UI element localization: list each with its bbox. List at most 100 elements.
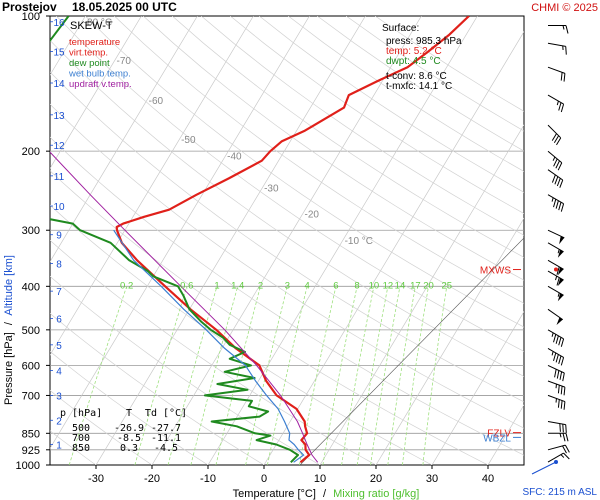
mixing-ratio-line: [402, 286, 429, 465]
dry-adiabat: [50, 312, 265, 465]
surface-wind-dot: [554, 460, 558, 464]
mixing-ratio-label: 1: [214, 281, 219, 292]
pressure-tick-label: 925: [22, 445, 40, 457]
mixing-ratio-line: [267, 286, 308, 465]
wind-barb: [547, 364, 565, 382]
altitude-tick-label: 5: [56, 341, 62, 352]
barb-shaft: [547, 242, 564, 253]
altitude-tick-label: 12: [53, 141, 65, 152]
barb-shaft: [547, 124, 562, 139]
pressure-tick-label: 600: [22, 360, 40, 372]
mixing-ratio-label: 14: [395, 281, 406, 292]
isotherm-label: -80 °C: [84, 18, 112, 29]
barb-full: [556, 137, 562, 146]
isotherm-label: -10 °C: [345, 236, 373, 247]
altitude-tick-label: 3: [56, 391, 62, 402]
level-marker-label: MXWS: [480, 266, 511, 277]
barb-pennant: [559, 236, 565, 245]
wind-barb: [547, 308, 564, 326]
dry-adiabat: [143, 16, 524, 281]
barb-half: [551, 197, 554, 202]
isotherm-label: -40: [227, 152, 242, 163]
barb-full: [558, 102, 562, 111]
barb-full: [555, 200, 559, 209]
surface-elevation: SFC: 215 m ASL: [523, 487, 598, 498]
pressure-tick-label: 300: [22, 225, 40, 237]
altitude-tick-label: 8: [56, 260, 62, 271]
pressure-tick-label: 500: [22, 325, 40, 337]
mixing-ratio-label: 17: [410, 281, 421, 292]
barb-shaft: [547, 229, 565, 239]
temperature-tick-label: -20: [144, 473, 160, 485]
isotherm-label: -20: [305, 209, 320, 220]
barb-full: [563, 387, 566, 396]
barb-full: [553, 135, 560, 144]
dry-adiabat: [50, 71, 524, 403]
altitude-tick-label: 4: [56, 367, 62, 378]
wind-barb: [547, 194, 565, 212]
barb-full: [559, 179, 564, 188]
barb-shaft: [547, 364, 565, 374]
pressure-tick-label: 200: [22, 146, 40, 158]
altitude-tick-label: 14: [53, 79, 65, 90]
chart-title: SKEW-T: [70, 20, 113, 32]
mixing-ratio-label: 10: [369, 281, 380, 292]
barb-full: [560, 72, 563, 81]
barb-full: [558, 355, 562, 364]
barb-full: [551, 174, 556, 183]
altitude-tick-label: 11: [54, 172, 65, 183]
wind-barb: [547, 329, 565, 347]
table-cell: -26.9: [114, 423, 144, 434]
barb-full: [554, 369, 557, 378]
isotherm-line: [95, 16, 366, 465]
altitude-tick-label: 10: [53, 202, 65, 213]
temperature-tick-label: -30: [88, 473, 104, 485]
table-cell: 850: [72, 443, 90, 454]
altitude-tick-label: 15: [53, 48, 65, 59]
levels-table: p [hPa] T Td [°C] 500 -26.9 -27.7 700 -8.5 -11.1…: [60, 408, 187, 454]
mixing-ratio-label: 0.2: [120, 281, 133, 292]
wind-barb: [547, 347, 565, 366]
dry-adiabat: [50, 170, 489, 465]
barb-half: [562, 45, 564, 51]
wind-barb: [547, 394, 566, 410]
y-axis-label-pressure: Pressure [hPa]: [3, 332, 15, 405]
barb-half: [555, 275, 558, 281]
isotherm-line: [319, 124, 524, 465]
altitude-tick-label: 1: [56, 440, 62, 451]
altitude-tick-label: 9: [56, 231, 62, 242]
temperature-tick-label: -10: [200, 473, 216, 485]
isotherm-line: [50, 16, 198, 263]
isotherm-label: -60: [149, 96, 164, 107]
barb-full: [557, 385, 560, 394]
barb-full: [563, 401, 566, 410]
barb-shaft: [547, 444, 566, 451]
barb-full: [560, 203, 565, 212]
legend-entry: updraft v.temp.: [69, 79, 132, 90]
dry-adiabat: [50, 350, 209, 465]
barb-shaft: [547, 42, 566, 47]
surface-wind-arrow: [531, 461, 557, 475]
isotherm-label: -30: [264, 184, 279, 195]
barb-full: [555, 354, 559, 363]
surface-line: t-conv: 8.6 °C: [386, 71, 447, 82]
temperature-tick-label: 0: [261, 473, 267, 485]
barb-full: [559, 423, 561, 432]
barb-full: [565, 46, 567, 55]
barb-half: [557, 249, 560, 254]
mixing-ratio-line: [167, 286, 218, 465]
dry-adiabat: [172, 16, 524, 258]
barb-full: [562, 445, 567, 454]
wind-barb: [547, 169, 564, 188]
mixing-ratio-label: 8: [354, 281, 359, 292]
surface-line: t-mxfc: 14.1 °C: [386, 81, 452, 92]
barb-half: [559, 433, 562, 438]
barb-full: [562, 372, 565, 382]
table-cell: -11.1: [151, 433, 181, 444]
isotherm-line: [544, 16, 600, 465]
isotherm-line: [431, 310, 524, 465]
legend-entry: wet bulb temp.: [68, 69, 131, 80]
y-axis-label-sep: /: [3, 321, 15, 325]
barb-pennant: [556, 317, 563, 326]
wind-barb: [547, 285, 564, 302]
